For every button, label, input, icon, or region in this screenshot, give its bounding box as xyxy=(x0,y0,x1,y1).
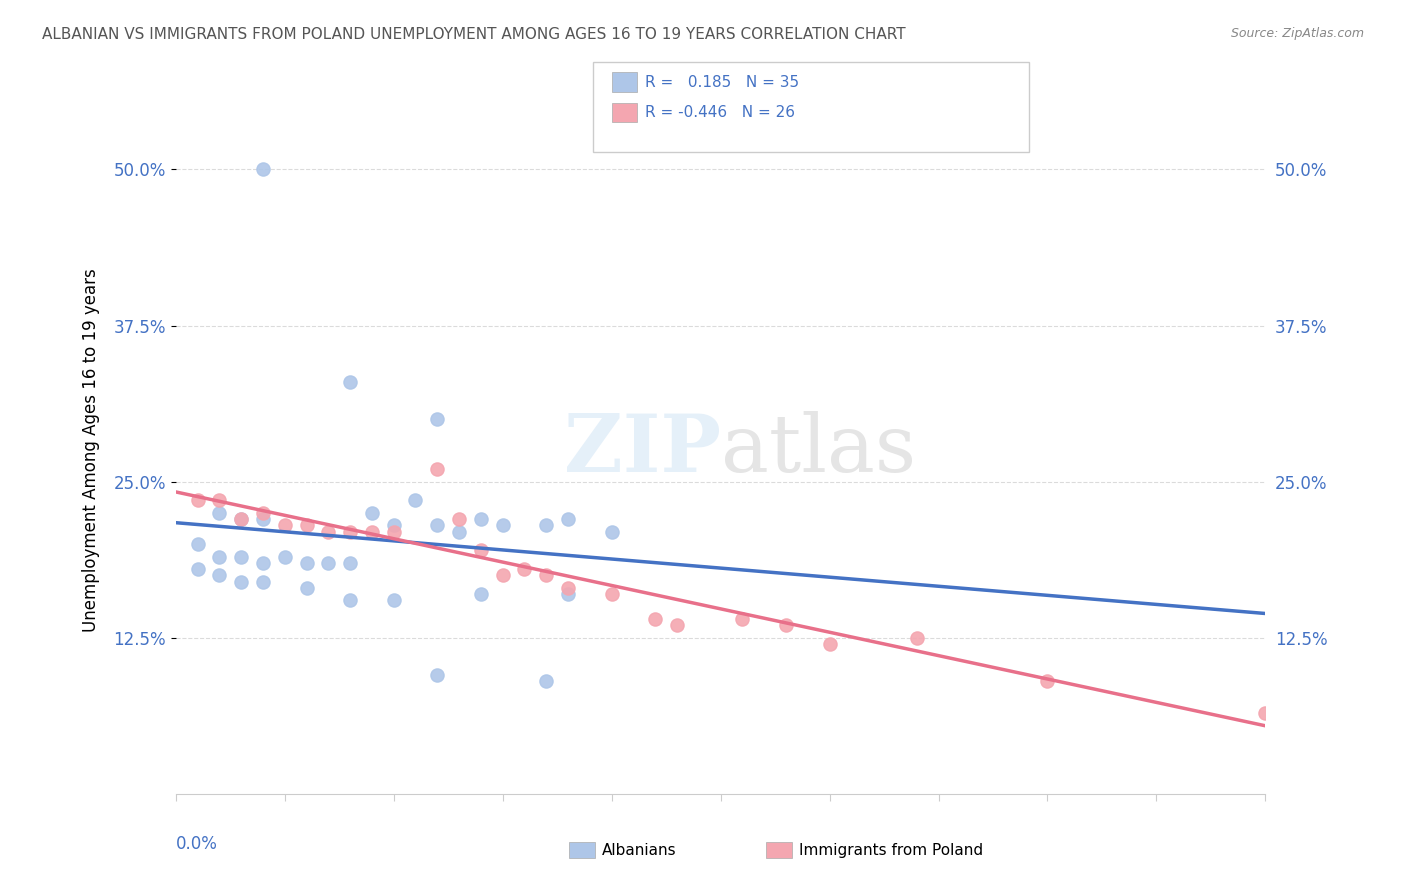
Point xyxy=(252,506,274,520)
Point xyxy=(231,549,253,564)
Point xyxy=(600,524,623,539)
Point xyxy=(231,512,253,526)
Point xyxy=(360,524,382,539)
Point xyxy=(426,668,449,682)
Point xyxy=(252,512,274,526)
Point xyxy=(818,637,841,651)
Point xyxy=(557,581,579,595)
Point xyxy=(905,631,928,645)
Point xyxy=(426,518,449,533)
Point xyxy=(731,612,754,626)
Point xyxy=(231,574,253,589)
Point xyxy=(534,518,557,533)
Point xyxy=(318,524,340,539)
Point xyxy=(252,556,274,570)
Point xyxy=(666,618,689,632)
Point xyxy=(274,549,297,564)
Point xyxy=(600,587,623,601)
Point xyxy=(295,556,318,570)
Point xyxy=(231,512,253,526)
Point xyxy=(492,518,515,533)
Point xyxy=(470,512,492,526)
Point xyxy=(252,162,274,177)
Point xyxy=(534,568,557,582)
Point xyxy=(208,549,231,564)
Point xyxy=(339,524,361,539)
Point xyxy=(339,593,361,607)
Point xyxy=(1036,674,1059,689)
Point xyxy=(382,593,405,607)
Point xyxy=(186,562,209,576)
Point xyxy=(318,556,340,570)
Point xyxy=(186,537,209,551)
Point xyxy=(426,412,449,426)
Point xyxy=(426,462,449,476)
Point xyxy=(382,518,405,533)
Point xyxy=(295,581,318,595)
Point xyxy=(557,512,579,526)
Point xyxy=(557,587,579,601)
Point xyxy=(1254,706,1277,720)
Text: ALBANIAN VS IMMIGRANTS FROM POLAND UNEMPLOYMENT AMONG AGES 16 TO 19 YEARS CORREL: ALBANIAN VS IMMIGRANTS FROM POLAND UNEMP… xyxy=(42,27,905,42)
Text: Source: ZipAtlas.com: Source: ZipAtlas.com xyxy=(1230,27,1364,40)
Point xyxy=(274,518,297,533)
Point xyxy=(186,493,209,508)
Point xyxy=(339,375,361,389)
Text: Immigrants from Poland: Immigrants from Poland xyxy=(799,843,983,857)
Point xyxy=(644,612,666,626)
Point xyxy=(252,574,274,589)
Point xyxy=(447,524,470,539)
Point xyxy=(470,543,492,558)
Point xyxy=(360,506,382,520)
Point xyxy=(208,568,231,582)
Text: 0.0%: 0.0% xyxy=(176,835,218,853)
Point xyxy=(470,587,492,601)
Text: R =   0.185   N = 35: R = 0.185 N = 35 xyxy=(645,75,800,89)
Point xyxy=(492,568,515,582)
Text: ZIP: ZIP xyxy=(564,411,721,490)
Point xyxy=(447,512,470,526)
Text: R = -0.446   N = 26: R = -0.446 N = 26 xyxy=(645,105,796,120)
Point xyxy=(295,518,318,533)
Point xyxy=(208,506,231,520)
Point xyxy=(382,524,405,539)
Text: atlas: atlas xyxy=(721,411,915,490)
Point xyxy=(339,556,361,570)
Point xyxy=(513,562,536,576)
Point xyxy=(208,493,231,508)
Text: Albanians: Albanians xyxy=(602,843,676,857)
Y-axis label: Unemployment Among Ages 16 to 19 years: Unemployment Among Ages 16 to 19 years xyxy=(82,268,100,632)
Point xyxy=(775,618,797,632)
Point xyxy=(405,493,427,508)
Point xyxy=(534,674,557,689)
